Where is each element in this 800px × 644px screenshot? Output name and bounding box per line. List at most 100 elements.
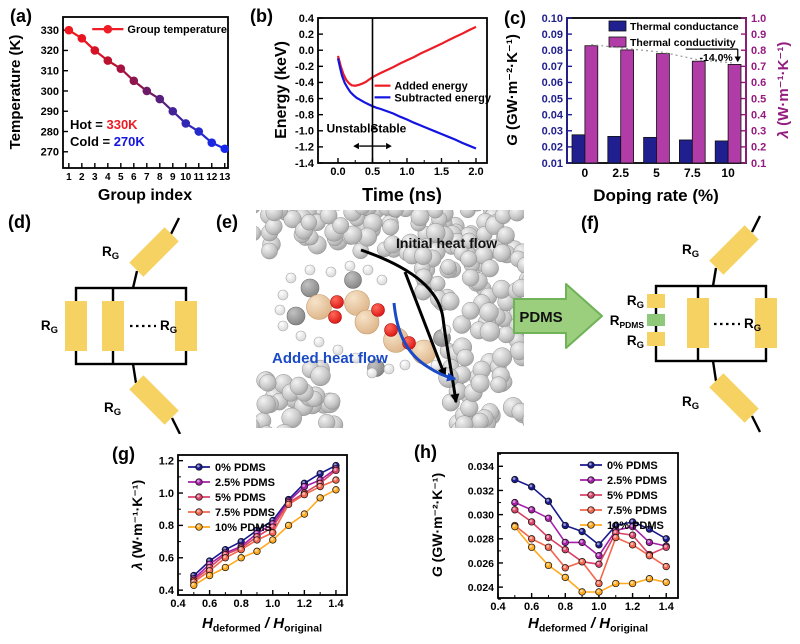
svg-text:-1.0: -1.0 <box>295 126 314 138</box>
svg-text:0.5: 0.5 <box>751 93 766 105</box>
svg-text:0.09: 0.09 <box>542 29 563 41</box>
svg-text:1: 1 <box>66 172 72 183</box>
panel-a-tag: (a) <box>10 6 32 26</box>
svg-text:0.026: 0.026 <box>468 558 494 570</box>
resistor-rg <box>102 301 124 351</box>
resistor-rpdms <box>647 314 665 326</box>
svg-text:0.0: 0.0 <box>299 45 314 57</box>
svg-text:12: 12 <box>206 172 218 183</box>
chart-c-plot: 0.010.020.030.040.050.060.070.080.090.10… <box>542 13 768 180</box>
d-rg-label-left: RG <box>41 318 58 336</box>
svg-text:Stable: Stable <box>370 121 406 135</box>
svg-text:0.5: 0.5 <box>365 166 380 178</box>
initial-heat-flow-label: Initial heat flow <box>396 235 497 251</box>
svg-text:10: 10 <box>721 166 735 180</box>
axes: 0.4 0.6 0.8 1.0 1.2 1.4 0.024 0.026 0.028 0.030 0.… <box>468 452 679 613</box>
annotation: Unstable <box>326 121 377 135</box>
panel-c-tag: (c) <box>504 8 526 28</box>
hot-annotation: Hot = 330K <box>70 117 138 132</box>
svg-text:0.03: 0.03 <box>542 126 563 138</box>
resistor-rg-contact-bottom <box>709 373 759 423</box>
svg-text:0.02: 0.02 <box>542 142 563 154</box>
svg-text:6: 6 <box>131 172 137 183</box>
resistor-rg <box>687 298 709 348</box>
annotation: Group temperature <box>92 24 227 36</box>
panel-f-tag: (f) <box>581 213 599 233</box>
pdms-arrow-label: PDMS <box>519 309 562 326</box>
svg-text:0.4: 0.4 <box>751 109 767 121</box>
series-lines <box>190 461 340 589</box>
f-rg-label-1: RG <box>627 293 644 311</box>
svg-text:0.04: 0.04 <box>542 109 564 121</box>
d-rg-label-bottom: RG <box>104 400 121 418</box>
svg-text:330: 330 <box>41 25 59 37</box>
svg-text:-1.4: -1.4 <box>295 158 315 170</box>
series-lines <box>64 25 230 154</box>
annotation <box>353 142 392 150</box>
g-x-axis-title: Hdeformed / Horiginal <box>202 615 322 635</box>
bar-conductance <box>571 134 586 164</box>
b-y-axis-title: Energy (keV) <box>273 41 290 139</box>
svg-text:0.2: 0.2 <box>299 29 314 41</box>
panel-d-tag: (d) <box>8 212 31 232</box>
d-rg-label-top: RG <box>102 244 119 262</box>
svg-text:0.028: 0.028 <box>468 534 494 546</box>
svg-text:0.4: 0.4 <box>490 601 506 613</box>
svg-text:0.8: 0.8 <box>558 601 573 613</box>
svg-text:290: 290 <box>41 106 59 118</box>
svg-text:0.05: 0.05 <box>542 93 563 105</box>
c-x-axis-title: Doping rate (%) <box>593 186 719 204</box>
bars <box>571 45 742 164</box>
svg-text:0.1: 0.1 <box>751 158 766 170</box>
svg-text:0.7: 0.7 <box>751 61 766 73</box>
resistor-rg-contact-top <box>709 225 759 275</box>
bar-conductance <box>643 136 657 164</box>
annotation <box>591 44 735 64</box>
c-right-axis-title: λ (W·m⁻¹·K⁻¹) <box>775 42 792 140</box>
svg-text:0.8: 0.8 <box>234 598 249 610</box>
svg-text:0.032: 0.032 <box>468 485 494 497</box>
a-y-axis-title: Temperature (K) <box>7 35 24 150</box>
svg-text:1.0: 1.0 <box>399 166 414 178</box>
svg-text:1.4: 1.4 <box>659 601 675 613</box>
panel-h-tag: (h) <box>414 442 437 462</box>
chart-h-plot: 0.4 0.6 0.8 1.0 1.2 1.4 0.024 0.026 0.028 0.030 0.… <box>468 452 679 613</box>
svg-text:0.030: 0.030 <box>468 509 494 521</box>
svg-text:1.2: 1.2 <box>297 598 312 610</box>
a-x-axis-title: Group index <box>98 187 192 204</box>
b-x-axis-title: Time (ns) <box>362 185 442 204</box>
panel-h-chart: 0.4 0.6 0.8 1.0 1.2 1.4 0.024 0.026 0.028 0.030 0.… <box>429 452 679 635</box>
panel-b: 0.0 0.5 1.0 1.5 2.0 0.4 0.2 0.0 -0.2 -0.4 -0.6 -0.8… <box>242 2 494 204</box>
bar-conductance <box>714 140 729 164</box>
svg-text:-1.2: -1.2 <box>295 142 314 154</box>
bar-conductivity <box>691 60 706 164</box>
svg-text:1.2: 1.2 <box>159 455 174 467</box>
svg-text:0.0: 0.0 <box>330 166 345 178</box>
svg-text:-0.2: -0.2 <box>295 61 314 73</box>
added-heat-flow-label: Added heat flow <box>272 350 388 367</box>
panel-c: 0.01 0.02 0.03 0.04 0.05 0.06 0.07 0.08 0.09 0.10… <box>498 2 800 204</box>
c-left-axis-title: G (GW·m⁻²·K⁻¹) <box>504 34 521 146</box>
svg-text:0: 0 <box>582 166 589 180</box>
svg-text:1.4: 1.4 <box>328 598 344 610</box>
resistor-rg-contact-top <box>129 227 179 277</box>
annotation: Added energy <box>374 81 469 93</box>
annotation: Subtracted energy <box>374 92 492 104</box>
svg-text:1.0: 1.0 <box>265 598 280 610</box>
f-rg-label-bottom: RG <box>682 394 699 412</box>
legend-item: Thermal conductivity <box>630 37 736 49</box>
resistor-rg-contact-bottom <box>129 375 179 425</box>
svg-text:300: 300 <box>41 86 59 98</box>
panel-e-tag: (e) <box>216 212 238 232</box>
svg-text:0.6: 0.6 <box>159 553 174 565</box>
svg-text:0.2: 0.2 <box>751 142 766 154</box>
f-rpdms-label: RPDMS <box>610 313 645 330</box>
f-rg-label-2: RG <box>627 333 644 351</box>
svg-text:5: 5 <box>118 172 124 183</box>
svg-text:0.3: 0.3 <box>751 126 766 138</box>
svg-text:10: 10 <box>180 172 192 183</box>
heat-flow-arrows <box>360 248 460 404</box>
